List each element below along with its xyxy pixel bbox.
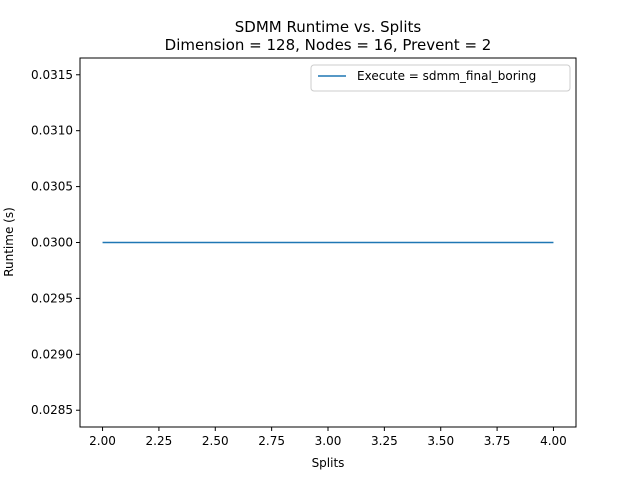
x-tick-label: 2.00 bbox=[89, 434, 116, 448]
x-tick-label: 3.75 bbox=[484, 434, 511, 448]
y-axis: 0.0285 0.0290 0.0295 0.0300 0.0305 0.0310 0.03… bbox=[31, 68, 80, 417]
y-tick-label: 0.0310 bbox=[31, 124, 73, 138]
y-tick-label: 0.0315 bbox=[31, 68, 73, 82]
y-tick-label: 0.0300 bbox=[31, 236, 73, 250]
y-tick-label: 0.0290 bbox=[31, 347, 73, 361]
chart-title: SDMM Runtime vs. Splits bbox=[235, 18, 422, 36]
x-tick-label: 2.50 bbox=[202, 434, 229, 448]
legend-entry-execute: Execute = sdmm_final_boring bbox=[357, 69, 536, 83]
x-tick-label: 2.75 bbox=[258, 434, 285, 448]
y-tick-label: 0.0305 bbox=[31, 180, 73, 194]
legend-box bbox=[310, 64, 571, 92]
chart-subtitle: Dimension = 128, Nodes = 16, Prevent = 2 bbox=[165, 36, 492, 54]
x-tick-label: 3.25 bbox=[371, 434, 398, 448]
y-axis-label: Runtime (s) bbox=[2, 207, 16, 277]
x-axis-label: Splits bbox=[312, 456, 345, 470]
x-tick-label: 4.00 bbox=[540, 434, 567, 448]
x-tick-label: 2.25 bbox=[146, 434, 173, 448]
x-tick-label: 3.00 bbox=[315, 434, 342, 448]
legend: Execute = sdmm_final_boring bbox=[310, 64, 571, 92]
y-tick-label: 0.0285 bbox=[31, 403, 73, 417]
y-tick-label: 0.0295 bbox=[31, 291, 73, 305]
x-axis: 2.00 2.25 2.50 2.75 3.00 3.25 3.50 3.75 4.00 bbox=[89, 427, 567, 448]
x-tick-label: 3.50 bbox=[427, 434, 454, 448]
